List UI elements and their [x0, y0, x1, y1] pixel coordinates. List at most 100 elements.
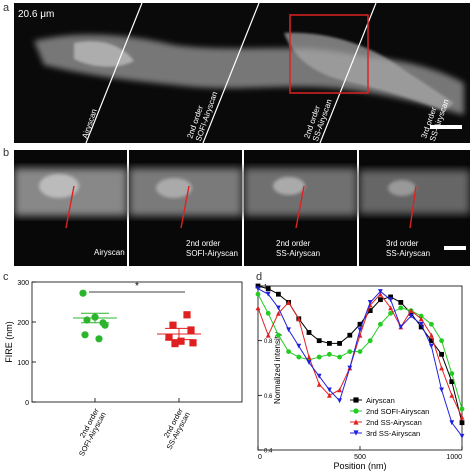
d-point — [449, 379, 455, 385]
d-point — [398, 305, 404, 311]
c-point — [165, 333, 173, 341]
c-point — [187, 326, 195, 334]
d-point — [276, 305, 281, 311]
section-divider-1 — [85, 3, 143, 143]
d-point — [398, 324, 404, 330]
d-point — [357, 327, 363, 333]
panel-c-chart: 0 100 200 300 FIRE (nm) 2nd orderSOFI-Airysca… — [4, 280, 243, 458]
tile-label-4-line2: SS-Airyscan — [386, 249, 430, 258]
d-point — [255, 305, 261, 311]
d-point — [378, 291, 383, 297]
d-point — [296, 343, 302, 349]
d-legend-label: 2nd SS-Airyscan — [366, 418, 422, 427]
d-point — [306, 330, 312, 335]
d-point — [276, 332, 281, 338]
panel-b-image: Airyscan 2nd order SOFI-Airyscan 2nd ord… — [14, 150, 470, 266]
d-point — [357, 349, 363, 354]
d-point — [408, 313, 414, 319]
d-point — [316, 338, 322, 344]
d-point — [429, 332, 434, 338]
c-plot-frame — [31, 281, 243, 403]
tile-2 — [129, 150, 242, 266]
d-point — [439, 387, 444, 393]
d-point — [265, 286, 271, 292]
d-point — [306, 354, 312, 360]
c-point — [177, 337, 185, 345]
d-point — [439, 365, 444, 371]
tile-4 — [359, 150, 470, 266]
d-point — [388, 305, 393, 311]
c-significance-star: * — [135, 281, 139, 292]
d-legend-label: Airyscan — [366, 396, 395, 405]
d-legend-label: 3rd SS-Airyscan — [366, 429, 420, 438]
d-series-line — [257, 285, 463, 423]
d-xtick-label: 500 — [354, 454, 366, 461]
d-point — [255, 291, 261, 297]
d-point — [367, 300, 373, 305]
panel-b-svg: Airyscan 2nd order SOFI-Airyscan 2nd ord… — [14, 150, 470, 266]
roi-box — [289, 14, 369, 94]
d-point — [459, 414, 465, 420]
c-point — [171, 340, 179, 348]
d-point — [327, 387, 332, 393]
c-point — [183, 311, 191, 319]
d-series-line — [257, 288, 463, 437]
c-ytick-label: 100 — [17, 360, 29, 367]
cell-structure-glow — [34, 34, 464, 115]
d-series-line — [257, 293, 463, 418]
d-point — [439, 351, 444, 357]
d-point — [429, 321, 434, 327]
d-point — [255, 283, 261, 289]
d-point — [357, 321, 363, 327]
d-point — [296, 316, 302, 322]
scale-text: 20.6 μm — [18, 9, 54, 20]
c-ylabel: FIRE (nm) — [4, 321, 14, 363]
d-point — [306, 360, 312, 365]
d-point — [408, 308, 414, 313]
d-ytick-label: 0.4 — [264, 449, 273, 455]
d-point — [378, 289, 383, 294]
d-point — [276, 291, 281, 297]
d-point — [265, 332, 271, 338]
section-divider-2 — [202, 3, 260, 143]
d-point — [429, 343, 434, 349]
d-xtick-label: 1000 — [446, 454, 462, 461]
d-point — [327, 351, 332, 357]
d-point — [388, 297, 393, 303]
tile-3 — [244, 150, 357, 266]
d-point — [357, 332, 363, 338]
d-legend-marker — [353, 408, 359, 414]
tile-label-3-line1: 2nd order — [276, 239, 311, 248]
panel-a-image: 20.6 μm Airyscan 2nd order SOFI-Airyscan… — [14, 3, 470, 143]
d-point — [347, 365, 353, 371]
scale-bar — [430, 125, 462, 129]
d-point — [418, 316, 424, 322]
d-point — [439, 338, 444, 344]
scale-bar-b — [444, 246, 466, 250]
d-point — [449, 371, 455, 376]
d-point — [449, 392, 455, 398]
d-point — [265, 310, 271, 316]
cell-structure-right — [284, 32, 454, 111]
panel-a-svg: 20.6 μm Airyscan 2nd order SOFI-Airyscan… — [14, 3, 470, 143]
d-xtick-label: 0 — [258, 454, 262, 461]
d-point — [347, 349, 353, 354]
d-point — [337, 354, 342, 360]
c-point — [189, 339, 197, 347]
d-point — [367, 308, 373, 313]
d-point — [459, 420, 465, 426]
d-point — [418, 324, 424, 330]
tile-1 — [14, 150, 127, 266]
tile-label-4-line1: 3rd order — [386, 239, 419, 248]
d-point — [316, 382, 322, 387]
d-legend-marker — [353, 430, 359, 436]
c-point — [101, 321, 109, 329]
d-point — [255, 286, 261, 292]
tile-label-3-line2: SS-Airyscan — [276, 249, 320, 258]
panel-c-label: c — [3, 271, 9, 283]
d-ytick-label: 0.8 — [264, 339, 273, 345]
d-point — [388, 294, 393, 300]
